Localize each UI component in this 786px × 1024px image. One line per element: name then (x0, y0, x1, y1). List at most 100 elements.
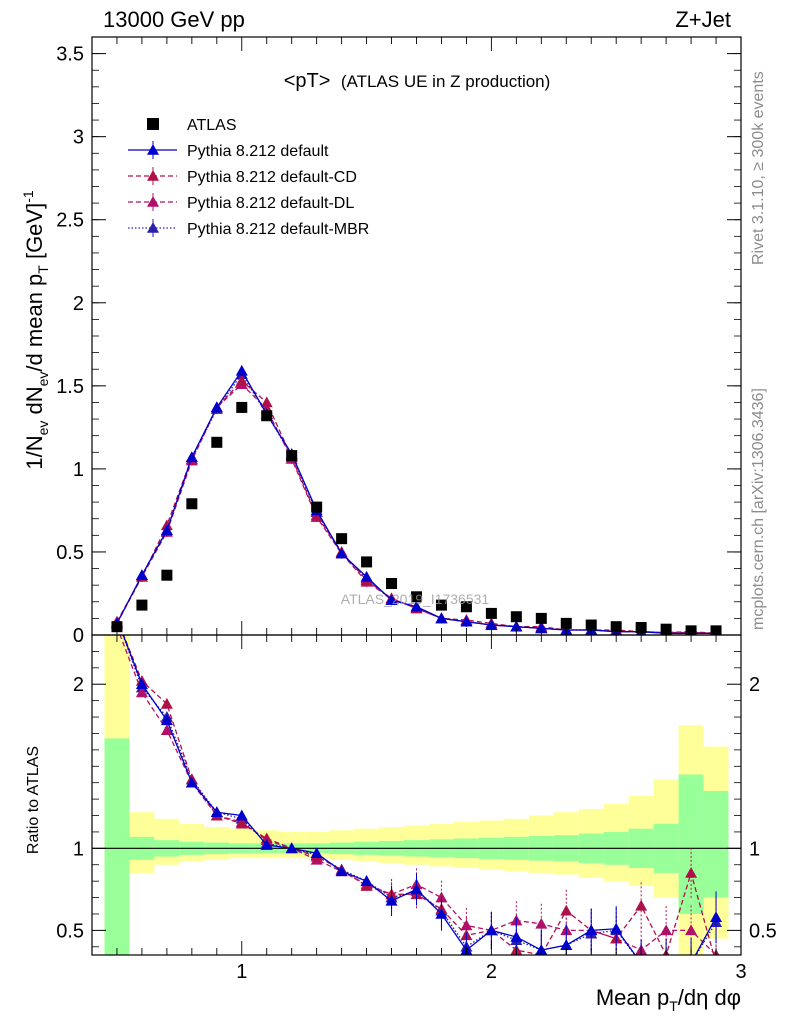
side-text-bottom: mcplots.cern.ch [arXiv:1306.3436] (750, 388, 767, 630)
atlas-point (136, 599, 148, 611)
ratio-point (535, 917, 548, 929)
ratio-point (260, 839, 273, 850)
ratio-series-line (122, 635, 717, 955)
ratio-tick-label: 0.5 (56, 920, 84, 942)
ratio-plot-area (92, 635, 741, 968)
ratio-tick-label: 1 (749, 838, 760, 860)
ratio-point (235, 817, 248, 829)
data-point (160, 524, 173, 536)
ratio-point (610, 922, 623, 934)
ratio-point (135, 678, 148, 690)
watermark: ATLAS_2019_I1736531 (341, 591, 490, 607)
legend-label: Pythia 8.212 default-DL (187, 195, 354, 212)
atlas-point (510, 611, 522, 623)
ratio-point (160, 697, 173, 709)
atlas-point (211, 436, 223, 448)
y-tick-label: 3 (73, 127, 84, 149)
band-green (104, 738, 130, 955)
x-tick-label: 2 (486, 961, 497, 983)
band-green (678, 774, 704, 914)
chart-title-sub: (ATLAS UE in Z production) (341, 72, 550, 91)
header-left: 13000 GeV pp (103, 7, 245, 32)
ratio-point (485, 924, 498, 936)
ratio-point (635, 957, 647, 968)
ratio-point (685, 866, 698, 878)
ratio-tick-label: 2 (73, 674, 84, 696)
legend: ATLAS Pythia 8.212 default Pythia 8.212 de… (128, 117, 369, 238)
atlas-point (535, 612, 547, 624)
atlas-point (186, 498, 198, 510)
ratio-tick-label: 0.5 (749, 920, 777, 942)
ratio-point (560, 939, 573, 950)
atlas-point (311, 501, 323, 513)
atlas-point (411, 591, 422, 603)
data-point (460, 615, 473, 627)
y-tick-label: 0.5 (56, 542, 84, 564)
data-point (210, 401, 223, 413)
legend-marker-triangle (147, 222, 159, 233)
header-right: Z+Jet (675, 7, 731, 32)
atlas-point (261, 410, 273, 422)
data-point (535, 622, 548, 634)
ratio-point (685, 924, 698, 936)
y-tick-label: 2.5 (56, 210, 84, 232)
y-tick-label: 1.5 (56, 376, 84, 398)
ratio-point (460, 919, 473, 931)
atlas-point (386, 578, 398, 590)
ratio-point (285, 842, 298, 854)
ratio-point (510, 930, 523, 942)
ratio-point (210, 806, 223, 818)
legend-label: Pythia 8.212 default-MBR (187, 221, 369, 238)
ratio-point (135, 686, 148, 698)
band-green (703, 790, 729, 898)
x-axis-label: Mean pT/dη dφ (596, 985, 741, 1014)
ratio-point (660, 957, 672, 968)
data-point (410, 600, 423, 612)
atlas-point (361, 556, 373, 568)
data-point (360, 570, 373, 582)
ratio-point (435, 907, 448, 919)
data-point (335, 547, 348, 559)
ratio-point (310, 847, 323, 859)
y-tick-label: 2 (73, 293, 84, 315)
ratio-point (710, 911, 723, 923)
ratio-point (160, 724, 173, 735)
ratio-point (635, 899, 648, 911)
ratio-point (635, 957, 647, 968)
ratio-point (335, 865, 348, 877)
ratio-point (660, 957, 672, 968)
y-tick-label: 3.5 (56, 44, 84, 66)
legend-marker-triangle (147, 144, 159, 155)
ratio-point (185, 776, 198, 788)
atlas-point (161, 569, 173, 581)
ratio-series-line (122, 635, 717, 955)
ratio-y-axis-label: Ratio to ATLAS (25, 746, 42, 854)
atlas-point (336, 533, 348, 545)
data-point (235, 364, 248, 376)
data-point (510, 620, 523, 632)
ratio-point (710, 957, 722, 968)
ratio-point (360, 875, 373, 886)
legend-marker-triangle (147, 196, 159, 207)
ratio-point (235, 809, 248, 821)
y-tick-label: 1 (73, 459, 84, 481)
atlas-point (236, 401, 248, 413)
atlas-point (485, 607, 497, 619)
y-axis-label: 1/Nev dNev/d mean pT [GeV]-1 (20, 190, 51, 470)
ratio-point (685, 957, 697, 968)
data-point (135, 569, 148, 580)
legend-marker-square (147, 118, 159, 130)
ratio-point (685, 957, 697, 968)
ratio-series-line (119, 635, 717, 955)
atlas-point (435, 599, 447, 611)
ratio-point (560, 904, 573, 916)
chart-title: <pT> (ATLAS UE in Z production) (284, 70, 551, 92)
ratio-point (385, 894, 398, 906)
chart-title-main: <pT> (284, 70, 331, 92)
legend-label: Pythia 8.212 default-CD (187, 169, 357, 186)
atlas-point (286, 450, 298, 462)
ratio-point (160, 714, 173, 726)
data-point (385, 594, 398, 605)
ratio-point (585, 924, 598, 936)
